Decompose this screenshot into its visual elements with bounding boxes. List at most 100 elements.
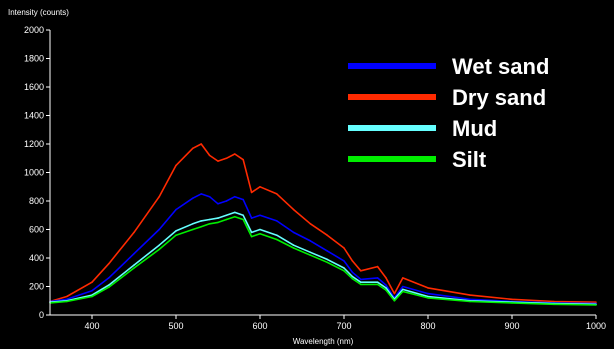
data-point-silt <box>259 233 261 235</box>
legend-label: Wet sand <box>452 54 549 79</box>
y-tick-label: 600 <box>29 225 44 235</box>
data-point-silt <box>234 215 236 218</box>
data-point-silt <box>250 235 253 238</box>
data-point-wet-sand <box>376 277 379 279</box>
data-point-silt <box>175 234 177 236</box>
y-tick-label: 1400 <box>24 111 44 121</box>
data-point-dry-sand <box>427 287 429 289</box>
data-point-dry-sand <box>326 234 329 236</box>
data-point-dry-sand <box>469 294 471 296</box>
data-point-dry-sand <box>250 191 253 194</box>
data-point-silt <box>385 289 387 291</box>
x-axis-title: Wavelength (nm) <box>293 337 354 346</box>
data-point-wet-sand <box>225 200 228 202</box>
data-point-dry-sand <box>259 186 261 188</box>
y-tick-label: 200 <box>29 282 44 292</box>
y-tick-label: 1600 <box>24 82 44 92</box>
data-point-wet-sand <box>175 208 177 211</box>
data-point-mud <box>292 244 295 246</box>
data-point-mud <box>360 281 362 284</box>
data-point-mud <box>343 267 345 269</box>
y-tick-label: 1200 <box>24 139 44 149</box>
data-point-wet-sand <box>351 271 354 274</box>
data-point-wet-sand <box>192 197 194 199</box>
data-point-mud <box>200 220 202 222</box>
series-layer <box>49 143 597 306</box>
data-point-wet-sand <box>242 198 244 201</box>
data-point-mud <box>427 295 429 298</box>
data-point-silt <box>91 295 93 298</box>
x-tick-label: 800 <box>420 321 435 331</box>
data-point-silt <box>108 286 110 289</box>
data-point-mud <box>225 214 228 217</box>
data-point-dry-sand <box>351 260 354 262</box>
data-point-wet-sand <box>385 284 387 286</box>
x-tick-label: 600 <box>252 321 267 331</box>
legend-label: Mud <box>452 116 497 141</box>
data-point-dry-sand <box>158 195 160 198</box>
data-point-mud <box>175 230 177 232</box>
data-point-mud <box>108 284 110 286</box>
x-ticks: 400 500 600 700 800 900 1000 <box>84 315 606 331</box>
data-point-mud <box>385 287 387 289</box>
x-tick-label: 900 <box>504 321 519 331</box>
data-point-silt <box>225 218 228 221</box>
data-point-silt <box>158 248 160 251</box>
data-point-dry-sand <box>376 265 379 268</box>
x-tick-label: 500 <box>168 321 183 331</box>
data-point-wet-sand <box>259 214 261 217</box>
data-point-silt <box>343 270 345 272</box>
data-point-mud <box>276 234 278 236</box>
data-point-silt <box>469 300 471 303</box>
data-point-silt <box>360 283 362 286</box>
y-ticks: 0 200 400 600 800 1000 1200 1400 1600 1800 2000 <box>24 25 50 320</box>
y-tick-label: 400 <box>29 253 44 263</box>
data-point-dry-sand <box>309 223 312 225</box>
data-point-mud <box>133 264 135 266</box>
legend-label: Silt <box>452 147 487 172</box>
data-point-wet-sand <box>276 220 278 222</box>
data-point-silt <box>292 247 295 249</box>
data-point-silt <box>192 228 194 231</box>
data-point-dry-sand <box>66 295 68 298</box>
data-point-wet-sand <box>309 240 312 242</box>
data-point-wet-sand <box>234 195 236 198</box>
data-point-wet-sand <box>208 195 211 198</box>
data-point-mud <box>192 223 194 225</box>
data-point-dry-sand <box>91 281 93 284</box>
data-point-wet-sand <box>133 252 135 255</box>
y-tick-label: 2000 <box>24 25 44 35</box>
data-point-dry-sand <box>360 270 362 272</box>
data-point-dry-sand <box>553 300 555 303</box>
data-point-wet-sand <box>217 203 219 205</box>
y-tick-label: 1000 <box>24 168 44 178</box>
series-line-silt <box>49 215 597 306</box>
data-point-dry-sand <box>511 298 513 301</box>
data-point-dry-sand <box>175 164 177 167</box>
data-point-wet-sand <box>402 285 404 288</box>
data-point-silt <box>242 218 244 221</box>
data-point-silt <box>208 223 211 225</box>
y-tick-label: 800 <box>29 196 44 206</box>
series-line-dry-sand <box>49 143 597 303</box>
data-point-silt <box>309 254 312 256</box>
y-tick-label: 1800 <box>24 54 44 64</box>
data-point-mud <box>326 258 329 261</box>
data-point-dry-sand <box>108 262 110 265</box>
data-point-mud <box>208 218 211 221</box>
data-point-wet-sand <box>200 193 202 195</box>
data-point-wet-sand <box>108 277 110 279</box>
series-line-mud <box>49 211 597 306</box>
data-point-wet-sand <box>326 250 329 252</box>
data-point-wet-sand <box>360 278 362 281</box>
data-point-silt <box>133 267 135 269</box>
data-point-dry-sand <box>292 208 295 211</box>
data-point-dry-sand <box>133 231 135 234</box>
data-point-silt <box>326 261 329 264</box>
y-tick-label: 0 <box>39 310 44 320</box>
data-point-silt <box>595 304 597 306</box>
data-point-silt <box>351 277 354 280</box>
data-point-dry-sand <box>217 160 219 162</box>
